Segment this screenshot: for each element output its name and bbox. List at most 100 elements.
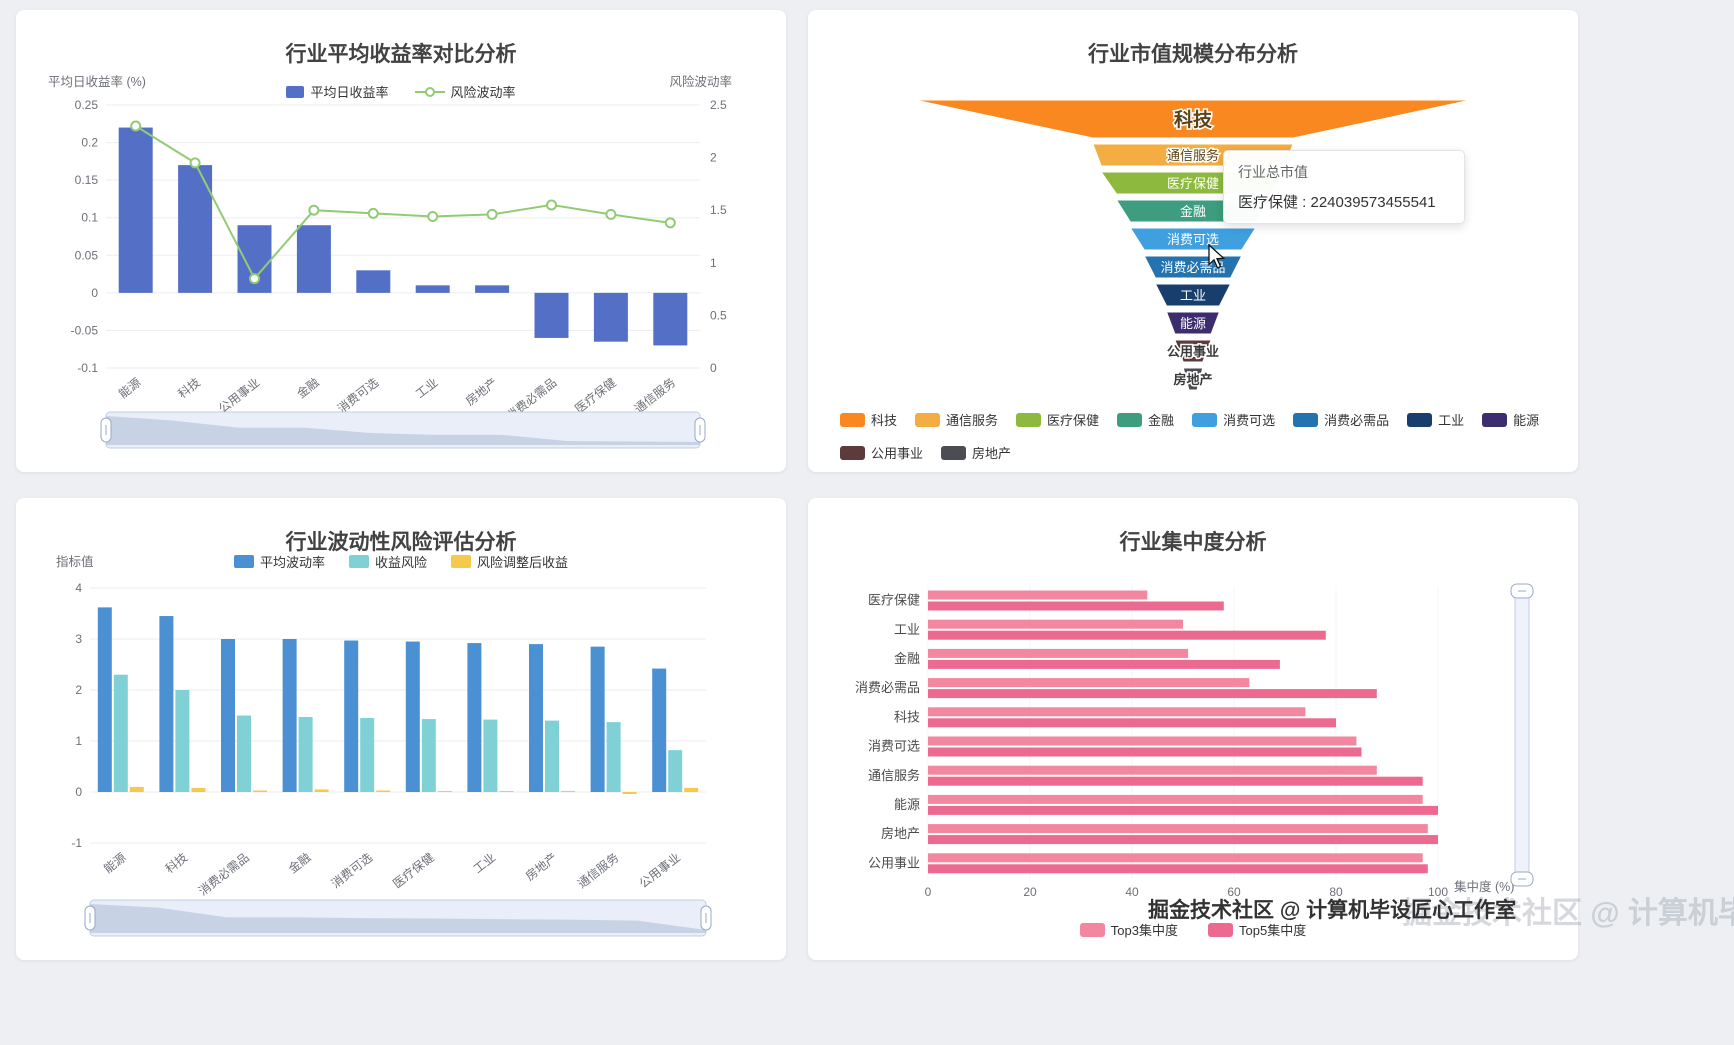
bar-通信服务-Top3集中度[interactable] xyxy=(928,765,1377,775)
line-point-医疗保健[interactable] xyxy=(605,208,617,220)
bar-消费必需品[interactable] xyxy=(534,292,569,338)
bar-能源[interactable] xyxy=(118,127,153,293)
legend-item-公用事业[interactable]: 公用事业 xyxy=(840,443,923,462)
bar-科技-平均波动率[interactable] xyxy=(159,616,174,792)
legend-item-平均日收益率[interactable]: 平均日收益率 xyxy=(286,82,389,101)
bar-医疗保健-收益风险[interactable] xyxy=(421,719,436,792)
bar-工业-平均波动率[interactable] xyxy=(467,643,482,792)
bar-房地产[interactable] xyxy=(475,285,510,293)
legend-marker xyxy=(1079,922,1105,937)
line-point-消费可选[interactable] xyxy=(367,207,379,219)
bar-消费必需品-风险调整后收益[interactable] xyxy=(253,790,267,792)
legend-item-能源[interactable]: 能源 xyxy=(1482,410,1539,429)
bar-公用事业-Top3集中度[interactable] xyxy=(928,853,1423,863)
bar-金融-收益风险[interactable] xyxy=(298,717,313,792)
bar-金融[interactable] xyxy=(296,225,331,293)
legend-item-平均波动率[interactable]: 平均波动率 xyxy=(233,552,325,571)
legend-label: 金融 xyxy=(1148,413,1175,428)
legend-label: 工业 xyxy=(1438,413,1465,428)
bar-通信服务[interactable] xyxy=(653,292,688,346)
legend-item-风险波动率[interactable]: 风险波动率 xyxy=(414,82,516,101)
bar-医疗保健[interactable] xyxy=(593,292,628,342)
legend-item-医疗保健[interactable]: 医疗保健 xyxy=(1016,410,1099,429)
bar-能源-平均波动率[interactable] xyxy=(97,607,112,792)
line-point-能源[interactable] xyxy=(130,120,142,132)
funnel-segment-公用事业[interactable] xyxy=(1174,339,1212,363)
bar-通信服务-收益风险[interactable] xyxy=(606,722,621,792)
line-point-消费必需品[interactable] xyxy=(546,199,557,211)
legend-item-工业[interactable]: 工业 xyxy=(1407,410,1464,429)
bar-能源-Top5集中度[interactable] xyxy=(928,805,1438,815)
bar-公用事业-平均波动率[interactable] xyxy=(652,668,667,792)
bar-房地产-风险调整后收益[interactable] xyxy=(561,790,575,792)
bar-通信服务-平均波动率[interactable] xyxy=(590,646,605,792)
funnel-segment-房地产[interactable] xyxy=(1182,367,1204,391)
line-series[interactable] xyxy=(135,125,671,281)
bar-金融-平均波动率[interactable] xyxy=(282,639,297,792)
bar-消费可选-Top5集中度[interactable] xyxy=(928,747,1362,757)
bar-能源-Top3集中度[interactable] xyxy=(928,794,1423,804)
bar-消费可选-Top3集中度[interactable] xyxy=(928,736,1357,746)
bar-房地产-Top5集中度[interactable] xyxy=(928,835,1438,845)
bar-科技-风险调整后收益[interactable] xyxy=(191,787,206,792)
bar-医疗保健-Top5集中度[interactable] xyxy=(928,601,1224,611)
y-tick-right: 2.5 xyxy=(710,98,727,112)
funnel-segment-科技[interactable] xyxy=(914,99,1472,139)
bar-消费必需品-Top5集中度[interactable] xyxy=(928,689,1377,699)
line-point-通信服务[interactable] xyxy=(664,217,676,229)
legend-item-消费必需品[interactable]: 消费必需品 xyxy=(1293,410,1389,429)
bar-医疗保健-Top3集中度[interactable] xyxy=(928,590,1148,600)
legend-item-房地产[interactable]: 房地产 xyxy=(941,443,1011,462)
line-point-金融[interactable] xyxy=(308,204,320,216)
bar-公用事业-收益风险[interactable] xyxy=(668,750,683,792)
bar-医疗保健-平均波动率[interactable] xyxy=(405,641,420,792)
bar-工业-Top5集中度[interactable] xyxy=(928,630,1326,640)
bar-房地产-平均波动率[interactable] xyxy=(529,644,543,792)
bar-金融-风险调整后收益[interactable] xyxy=(314,789,329,792)
bar-消费必需品-收益风险[interactable] xyxy=(237,715,251,793)
bar-通信服务-Top5集中度[interactable] xyxy=(928,776,1423,786)
x-tick-医疗保健: 医疗保健 xyxy=(390,850,436,891)
bar-科技-收益风险[interactable] xyxy=(175,690,190,792)
datazoom-slider-vertical[interactable] xyxy=(1514,583,1530,887)
legend-item-科技[interactable]: 科技 xyxy=(840,410,897,429)
bar-工业-收益风险[interactable] xyxy=(483,719,498,792)
bar-房地产-Top3集中度[interactable] xyxy=(928,824,1428,834)
legend-item-风险调整后收益[interactable]: 风险调整后收益 xyxy=(451,552,568,571)
bar-金融-Top3集中度[interactable] xyxy=(928,648,1189,658)
bar-消费可选-收益风险[interactable] xyxy=(360,718,375,792)
bar-工业-风险调整后收益[interactable] xyxy=(499,790,514,792)
bar-公用事业-Top5集中度[interactable] xyxy=(928,864,1428,874)
line-point-科技[interactable] xyxy=(189,157,201,169)
bar-消费可选-风险调整后收益[interactable] xyxy=(376,790,391,792)
watermark-light: 掘金技术社区 @ 计算机毕设匠心工作室 xyxy=(1402,897,1734,930)
legend-marker xyxy=(1208,922,1233,937)
line-point-公用事业[interactable] xyxy=(249,273,260,285)
bar-医疗保健-风险调整后收益[interactable] xyxy=(437,790,452,792)
legend-item-消费可选[interactable]: 消费可选 xyxy=(1192,410,1275,429)
bar-能源-风险调整后收益[interactable] xyxy=(129,786,144,792)
bar-工业[interactable] xyxy=(415,285,450,293)
bar-能源-收益风险[interactable] xyxy=(113,674,128,792)
bar-通信服务-风险调整后收益[interactable] xyxy=(622,792,637,795)
legend-item-Top5集中度[interactable]: Top5集中度 xyxy=(1208,920,1306,939)
funnel-segment-能源[interactable] xyxy=(1165,311,1221,335)
bar-消费可选-平均波动率[interactable] xyxy=(344,640,359,792)
funnel-segment-工业[interactable] xyxy=(1154,283,1232,307)
bar-科技-Top5集中度[interactable] xyxy=(928,718,1336,728)
bar-工业-Top3集中度[interactable] xyxy=(928,619,1183,629)
bar-房地产-收益风险[interactable] xyxy=(545,720,559,792)
line-point-房地产[interactable] xyxy=(486,208,498,220)
legend-item-通信服务[interactable]: 通信服务 xyxy=(915,410,998,429)
bar-公用事业-风险调整后收益[interactable] xyxy=(684,787,699,792)
bar-科技-Top3集中度[interactable] xyxy=(928,707,1306,717)
bar-消费必需品-平均波动率[interactable] xyxy=(221,639,235,792)
bar-消费可选[interactable] xyxy=(356,270,391,293)
legend-item-Top3集中度[interactable]: Top3集中度 xyxy=(1079,920,1178,939)
line-point-工业[interactable] xyxy=(427,211,439,223)
legend-item-金融[interactable]: 金融 xyxy=(1117,410,1174,429)
bar-金融-Top5集中度[interactable] xyxy=(928,659,1280,669)
bar-消费必需品-Top3集中度[interactable] xyxy=(928,678,1250,688)
legend-item-收益风险[interactable]: 收益风险 xyxy=(348,552,427,571)
funnel-segment-消费可选[interactable] xyxy=(1129,227,1257,251)
